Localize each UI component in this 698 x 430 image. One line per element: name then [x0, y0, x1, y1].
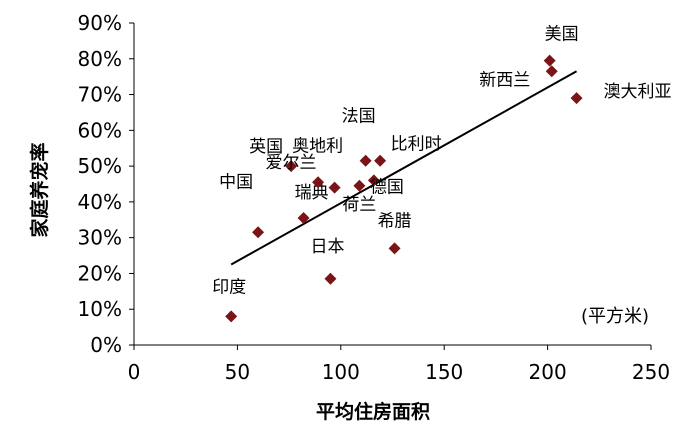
point-label: 德国	[370, 177, 404, 197]
point-label: 日本	[310, 237, 344, 257]
point-label: 瑞典	[295, 183, 329, 203]
data-point	[252, 226, 265, 239]
x-tick-label: 250	[632, 360, 670, 384]
data-point	[285, 160, 298, 173]
y-tick-label: 90%	[78, 11, 122, 35]
point-label: 比利时	[391, 135, 442, 155]
point-label: 美国	[545, 25, 579, 45]
data-point	[359, 154, 372, 167]
y-tick-label: 10%	[78, 297, 122, 321]
data-point	[328, 181, 341, 194]
point-label: 奥地利	[292, 137, 343, 157]
annotation-unit: (平方米)	[581, 306, 649, 327]
data-point	[353, 179, 366, 192]
x-tick-label: 50	[225, 360, 250, 384]
point-label: 中国	[219, 172, 253, 192]
data-point	[388, 242, 401, 255]
x-tick-label: 0	[128, 360, 141, 384]
point-label: 澳大利亚	[604, 82, 672, 102]
point-label: 希腊	[378, 211, 412, 231]
data-point	[312, 176, 325, 189]
x-tick-label: 150	[425, 360, 463, 384]
y-tick-label: 40%	[78, 190, 122, 214]
y-tick-label: 70%	[78, 83, 122, 107]
trendline	[230, 70, 578, 266]
point-label: 荷兰	[342, 195, 376, 215]
point-label: 英国	[249, 137, 283, 157]
data-point	[297, 211, 310, 224]
data-point	[367, 174, 380, 187]
y-tick-label: 60%	[78, 118, 122, 142]
x-tick-label: 100	[322, 360, 360, 384]
data-point	[374, 154, 387, 167]
y-axis-title: 家庭养宠率	[28, 142, 51, 237]
y-tick-label: 20%	[78, 261, 122, 285]
data-point	[570, 92, 583, 105]
x-axis-title: 平均住房面积	[316, 400, 430, 423]
data-point	[543, 54, 556, 67]
data-point	[545, 65, 558, 78]
point-label: 爱尔兰	[266, 153, 317, 173]
point-label: 新西兰	[479, 70, 530, 90]
y-tick-label: 0%	[90, 333, 122, 357]
plot-area: 0 50 100 150 200 250 0% 10% 20% 30% 40% 50% 60% 70% 80…	[78, 11, 672, 384]
point-label: 印度	[212, 277, 246, 297]
x-tick-label: 200	[529, 360, 567, 384]
y-tick-label: 50%	[78, 154, 122, 178]
data-point	[225, 310, 238, 323]
data-point	[324, 272, 337, 285]
y-tick-label: 30%	[78, 226, 122, 250]
point-label: 法国	[342, 107, 376, 127]
y-tick-label: 80%	[78, 47, 122, 71]
